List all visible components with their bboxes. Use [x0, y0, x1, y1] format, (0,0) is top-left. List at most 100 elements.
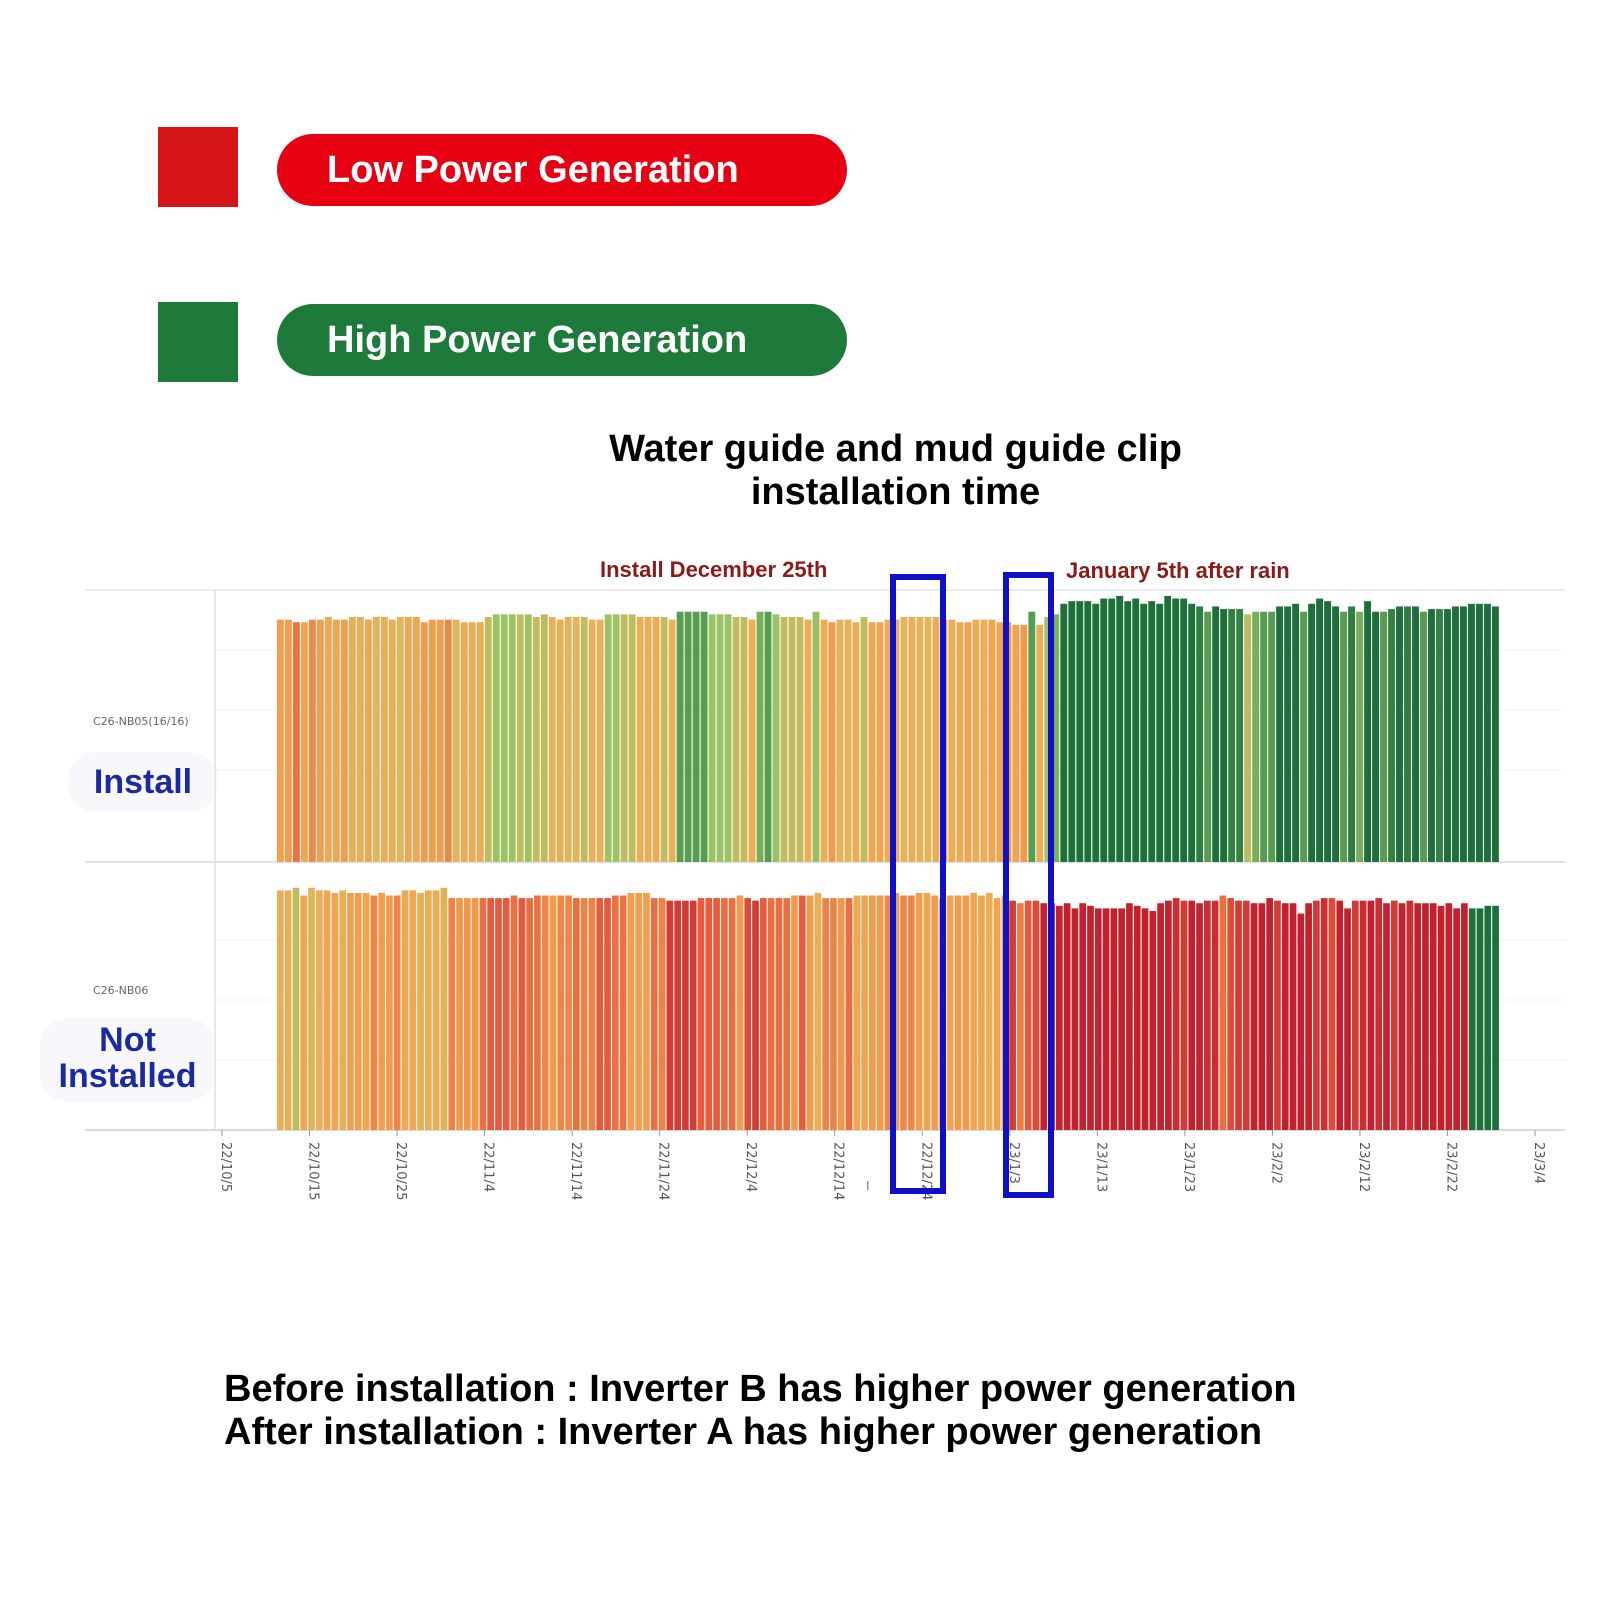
- bar-row1-57: [724, 614, 732, 862]
- row-id-install: C26-NB05(16/16): [93, 715, 189, 728]
- bar-row1-61: [756, 611, 764, 862]
- bar-row2-126: [1250, 903, 1258, 1130]
- bar-row1-47: [644, 616, 652, 862]
- bar-row1-86: [956, 622, 964, 862]
- bar-row2-60: [736, 895, 744, 1130]
- bar-row2-33: [526, 898, 533, 1130]
- bar-row2-111: [1133, 905, 1141, 1130]
- bar-row2-112: [1141, 908, 1149, 1130]
- bar-row1-95: [1028, 611, 1036, 862]
- bar-row2-85: [931, 895, 939, 1130]
- bar-row1-55: [708, 614, 716, 862]
- bar-row2-35: [541, 895, 549, 1130]
- bar-row2-29: [495, 898, 502, 1130]
- bar-row2-132: [1297, 913, 1305, 1130]
- bar-row1-14: [380, 616, 388, 862]
- bar-row2-74: [845, 898, 853, 1130]
- bar-row1-30: [508, 614, 516, 862]
- bar-row2-57: [713, 898, 720, 1130]
- footer-line-before: Before installation : Inverter B has hig…: [224, 1368, 1297, 1410]
- bar-row2-81: [900, 895, 907, 1130]
- bar-row1-15: [388, 619, 396, 862]
- bar-row2-114: [1157, 903, 1164, 1130]
- bar-row2-58: [721, 898, 728, 1130]
- bar-row1-120: [1228, 609, 1236, 862]
- bar-row2-9: [339, 890, 347, 1130]
- bar-row2-119: [1196, 903, 1203, 1130]
- bar-row2-93: [993, 898, 1001, 1130]
- bar-row1-134: [1340, 611, 1347, 862]
- bar-row2-65: [775, 898, 783, 1130]
- row-label-install: Install: [68, 752, 218, 812]
- bar-row1-69: [820, 619, 828, 862]
- bar-row1-64: [780, 616, 788, 862]
- legend-pill-low: Low Power Generation: [277, 134, 847, 206]
- bar-row2-16: [393, 895, 401, 1130]
- bar-row1-93: [1012, 624, 1020, 862]
- bar-row2-73: [837, 898, 845, 1130]
- bar-row1-82: [924, 616, 932, 862]
- bar-row1-38: [572, 616, 580, 862]
- x-tick-label-8: 22/12/14: [831, 1142, 846, 1200]
- bar-row1-148: [1452, 606, 1459, 862]
- bar-row1-25: [468, 622, 476, 862]
- bar-row2-127: [1258, 903, 1266, 1130]
- bar-row2-154: [1468, 908, 1476, 1130]
- row-label-not-installed-line-1: Not: [99, 1021, 156, 1059]
- bar-row2-145: [1398, 903, 1406, 1130]
- bar-row1-7: [324, 616, 332, 862]
- bar-row2-47: [635, 892, 643, 1130]
- bar-row2-4: [300, 895, 308, 1130]
- x-tick-label-10: 23/1/3: [1006, 1142, 1021, 1184]
- bar-row1-128: [1292, 603, 1300, 862]
- bar-row1-110: [1148, 601, 1156, 862]
- bar-row1-53: [692, 611, 700, 862]
- bar-row1-88: [972, 619, 980, 862]
- bar-row1-8: [332, 619, 340, 862]
- bar-row2-125: [1242, 900, 1250, 1130]
- bar-row1-68: [812, 611, 820, 862]
- bar-row1-4: [300, 622, 308, 862]
- bar-row2-104: [1079, 903, 1087, 1130]
- bar-row2-2: [284, 890, 292, 1130]
- bar-row2-142: [1375, 898, 1383, 1130]
- bar-row2-96: [1017, 903, 1024, 1130]
- bar-row1-151: [1476, 603, 1483, 862]
- bar-row2-62: [752, 900, 759, 1130]
- bar-row1-123: [1252, 611, 1260, 862]
- bar-row2-63: [759, 898, 767, 1130]
- bar-row1-3: [292, 622, 300, 862]
- bar-row2-31: [510, 895, 518, 1130]
- x-tick-label-5: 22/11/14: [568, 1142, 583, 1200]
- bar-row2-3: [292, 887, 300, 1130]
- bar-row2-30: [502, 898, 510, 1130]
- bar-row1-58: [732, 616, 740, 862]
- bar-row1-108: [1132, 598, 1140, 862]
- bar-row1-100: [1068, 601, 1076, 862]
- bar-row2-133: [1305, 903, 1312, 1130]
- bar-row2-147: [1414, 903, 1422, 1130]
- bar-row1-126: [1276, 606, 1284, 862]
- bar-row1-6: [316, 619, 324, 862]
- bar-row2-95: [1009, 900, 1016, 1130]
- bar-row2-46: [627, 892, 635, 1130]
- bar-row1-22: [444, 619, 452, 862]
- bar-row1-103: [1092, 603, 1100, 862]
- bar-row1-137: [1364, 601, 1371, 862]
- x-tick-label-2: 22/10/15: [306, 1142, 321, 1200]
- bar-row2-19: [417, 892, 424, 1130]
- chart-title-line-1: Water guide and mud guide clip: [609, 428, 1182, 470]
- bar-row1-136: [1356, 611, 1363, 862]
- bar-row1-35: [548, 616, 556, 862]
- bar-row2-28: [487, 898, 495, 1130]
- bar-row2-77: [869, 895, 876, 1130]
- bar-row2-78: [876, 895, 884, 1130]
- bar-row1-52: [684, 611, 692, 862]
- bar-row1-87: [964, 622, 972, 862]
- bar-row2-79: [884, 895, 892, 1130]
- bar-row2-38: [565, 895, 572, 1130]
- bar-row1-45: [628, 614, 636, 862]
- bar-row2-106: [1094, 908, 1102, 1130]
- bar-row2-140: [1359, 900, 1367, 1130]
